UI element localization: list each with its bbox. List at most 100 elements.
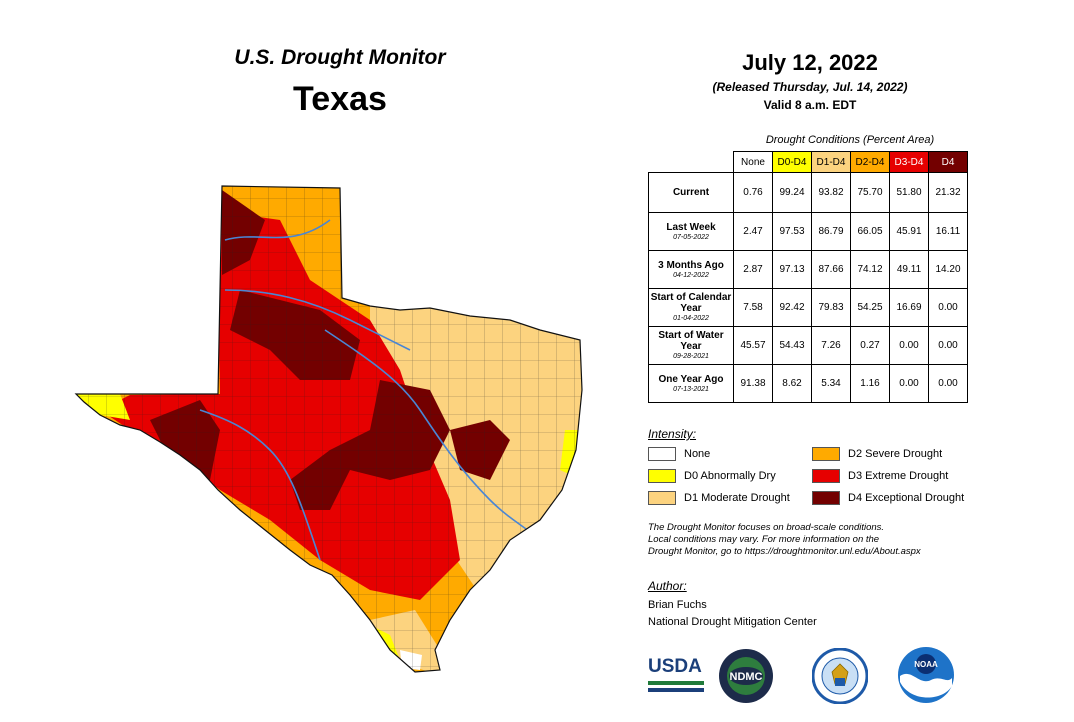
col-d4: D4	[928, 151, 968, 173]
legend-item-none: None	[648, 447, 710, 461]
note-line: The Drought Monitor focuses on broad-sca…	[648, 522, 885, 533]
intensity-title: Intensity:	[648, 427, 697, 441]
table-cell: 87.66	[811, 250, 851, 289]
author-name: Brian Fuchs	[648, 599, 707, 611]
table-cell: 0.00	[889, 326, 929, 365]
legend-swatch	[812, 469, 840, 483]
state-title: Texas	[293, 80, 387, 118]
table-cell: 0.00	[928, 364, 968, 403]
table-cell: 75.70	[850, 172, 890, 213]
noaa-text: NOAA	[914, 660, 938, 669]
legend-swatch	[648, 447, 676, 461]
table-row: One Year Ago 07-13-2021 91.38 8.62 5.34 1.16 0…	[648, 364, 968, 403]
table-cell: 92.42	[772, 288, 812, 327]
row-label-text: Last Week	[666, 221, 716, 233]
table-cell: 45.91	[889, 212, 929, 251]
county-lines	[76, 186, 582, 672]
table-cell: 14.20	[928, 250, 968, 289]
col-none: None	[733, 151, 773, 173]
ndmc-banner	[729, 667, 763, 685]
noaa-bird-icon	[916, 654, 936, 674]
table-cell: 91.38	[733, 364, 773, 403]
commerce-logo[interactable]	[812, 648, 868, 704]
legend-label: D4 Exceptional Drought	[848, 492, 965, 504]
legend-label: D3 Extreme Drought	[848, 470, 949, 482]
legend-item-d1: D1 Moderate Drought	[648, 491, 790, 505]
table-cell: 7.26	[811, 326, 851, 365]
row-label-text: 3 Months Ago	[658, 259, 724, 271]
table-cell: 51.80	[889, 172, 929, 213]
table-cell: 2.47	[733, 212, 773, 251]
texas-outline	[74, 185, 583, 673]
ndmc-text: NDMC	[730, 671, 763, 683]
legend-item-d2: D2 Severe Drought	[812, 447, 942, 461]
table-cell: 0.76	[733, 172, 773, 213]
table-cell: 86.79	[811, 212, 851, 251]
legend-item-d3: D3 Extreme Drought	[812, 469, 948, 483]
table-cell: 54.43	[772, 326, 812, 365]
row-label: 3 Months Ago 04-12-2022	[648, 250, 734, 289]
red-river	[224, 289, 411, 351]
monitor-title: U.S. Drought Monitor	[234, 46, 446, 69]
table-corner	[649, 152, 734, 173]
usda-logo-text: USDA	[648, 656, 702, 677]
noaa-wave	[900, 673, 952, 698]
table-row: 3 Months Ago 04-12-2022 2.87 97.13 87.66 74.1…	[648, 250, 968, 289]
note-line: Local conditions may vary. For more info…	[648, 534, 880, 545]
row-label: Current	[648, 172, 734, 213]
legend-label: D2 Severe Drought	[848, 448, 943, 460]
legend-swatch	[648, 491, 676, 505]
table-cell: 16.69	[889, 288, 929, 327]
legend-label: D0 Abnormally Dry	[684, 470, 776, 482]
row-label-date: 04-12-2022	[673, 271, 709, 279]
row-label-date: 07-13-2021	[673, 385, 709, 393]
table-cell: 8.62	[772, 364, 812, 403]
author-org: National Drought Mitigation Center	[648, 616, 817, 628]
row-label-date: 01-04-2022	[673, 315, 709, 322]
table-cell: 2.87	[733, 250, 773, 289]
table-cell: 45.57	[733, 326, 773, 365]
table-row: Start of Calendar Year 01-04-2022 7.58 92.4…	[648, 288, 968, 327]
texas-drought-map[interactable]	[70, 180, 610, 680]
legend-label: D1 Moderate Drought	[684, 492, 790, 504]
legend-swatch	[812, 447, 840, 461]
table-cell: 79.83	[811, 288, 851, 327]
canadian-river	[224, 219, 331, 241]
valid-time: Valid 8 a.m. EDT	[763, 98, 857, 112]
row-label: Start of Water Year 09-28-2021	[648, 326, 734, 365]
table-row: Start of Water Year 09-28-2021 45.57 54.43 7…	[648, 326, 968, 365]
table-cell: 0.00	[928, 326, 968, 365]
table-header-row: None D0-D4 D1-D4 D2-D4 D3-D4 D4	[649, 151, 968, 173]
table-cell: 7.58	[733, 288, 773, 327]
map-date: July 12, 2022	[742, 50, 878, 75]
table-cell: 74.12	[850, 250, 890, 289]
noaa-logo[interactable]: NOAA	[897, 646, 955, 704]
row-label: Last Week 07-05-2022	[648, 212, 734, 251]
usda-band-blue	[648, 688, 704, 692]
table-cell: 0.00	[889, 364, 929, 403]
row-label-text: Start of Calendar Year	[650, 292, 732, 314]
disclaimer-note: The Drought Monitor focuses on broad-sca…	[648, 522, 968, 558]
table-cell: 97.53	[772, 212, 812, 251]
table-cell: 93.82	[811, 172, 851, 213]
table-cell: 49.11	[889, 250, 929, 289]
col-d1-d4: D1-D4	[811, 151, 851, 173]
table-cell: 66.05	[850, 212, 890, 251]
table-caption: Drought Conditions (Percent Area)	[765, 134, 935, 146]
row-label-date: 07-05-2022	[673, 233, 709, 241]
col-d0-d4: D0-D4	[772, 151, 812, 173]
row-label: One Year Ago 07-13-2021	[648, 364, 734, 403]
table-cell: 21.32	[928, 172, 968, 213]
shield-icon	[835, 678, 845, 686]
row-label-text: Current	[672, 187, 710, 198]
table-cell: 0.00	[928, 288, 968, 327]
row-label-date: 09-28-2021	[673, 353, 709, 360]
row-label-text: One Year Ago	[658, 373, 724, 385]
note-line[interactable]: Drought Monitor, go to https://droughtmo…	[648, 546, 921, 557]
col-d3-d4: D3-D4	[889, 151, 929, 173]
usda-logo[interactable]: USDA	[648, 656, 704, 700]
table-cell: 16.11	[928, 212, 968, 251]
table-row: Current 0.76 99.24 93.82 75.70 51.80 21.32	[648, 172, 968, 213]
ndmc-logo[interactable]: NDMC	[718, 648, 774, 704]
rio-grande-tributary	[199, 409, 321, 561]
